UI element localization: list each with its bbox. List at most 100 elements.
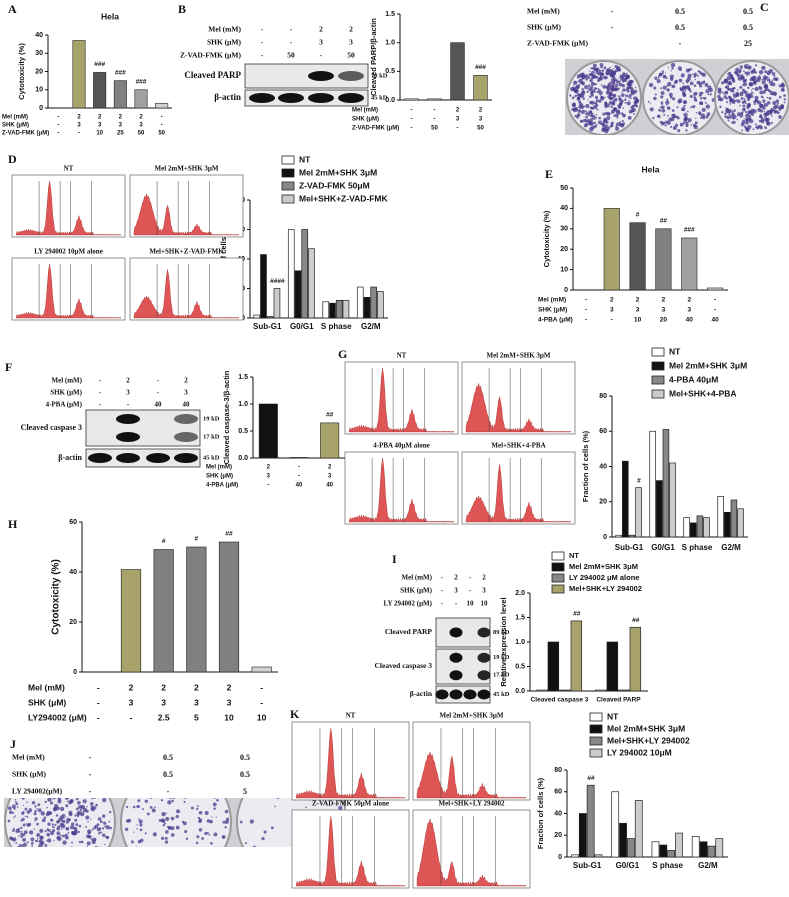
colony bbox=[605, 124, 608, 127]
blot-band bbox=[449, 652, 463, 663]
colony bbox=[683, 118, 687, 123]
colony bbox=[207, 856, 211, 860]
bar bbox=[619, 822, 627, 858]
row-cell: 3 bbox=[636, 307, 640, 314]
colony bbox=[578, 100, 582, 104]
colony bbox=[171, 799, 174, 803]
y-axis-label: Cleaved caspase-3/β-actin bbox=[222, 370, 231, 464]
colony bbox=[664, 72, 667, 74]
colony bbox=[47, 783, 50, 786]
band-label: Cleaved caspase 3 bbox=[375, 661, 433, 670]
colony bbox=[213, 849, 217, 853]
row-cell: - bbox=[89, 770, 92, 779]
colony bbox=[43, 847, 47, 851]
colony bbox=[729, 115, 733, 119]
colony bbox=[683, 104, 686, 107]
colony bbox=[80, 868, 83, 871]
colony bbox=[66, 817, 71, 823]
colony bbox=[608, 112, 611, 116]
bar bbox=[289, 457, 309, 459]
colony bbox=[198, 781, 202, 785]
band-size: 45 kD bbox=[493, 691, 510, 698]
flow-label: Mel+SHK+4-PBA bbox=[491, 442, 545, 450]
colony bbox=[747, 98, 750, 102]
colony bbox=[588, 70, 591, 72]
panel-letter: I bbox=[392, 552, 397, 566]
colony bbox=[50, 831, 55, 836]
colony bbox=[739, 68, 742, 71]
colony bbox=[731, 87, 735, 90]
y-tick-label: 0.0 bbox=[385, 97, 395, 104]
colony bbox=[611, 81, 616, 85]
bar bbox=[301, 229, 309, 319]
colony bbox=[80, 790, 83, 793]
colony bbox=[758, 119, 762, 123]
colony bbox=[203, 850, 207, 854]
colony bbox=[98, 827, 102, 830]
colony bbox=[142, 853, 146, 857]
legend-swatch bbox=[281, 181, 295, 191]
annotation: ### bbox=[684, 227, 695, 234]
colony bbox=[78, 840, 82, 844]
colony bbox=[581, 77, 584, 80]
colony bbox=[20, 849, 23, 852]
blot-band bbox=[435, 689, 449, 700]
colony bbox=[654, 76, 658, 80]
colony bbox=[775, 78, 779, 81]
annotation: # bbox=[636, 211, 640, 218]
colony bbox=[31, 778, 35, 782]
colony bbox=[671, 109, 675, 112]
colony bbox=[58, 817, 63, 822]
bar bbox=[655, 228, 672, 291]
colony bbox=[595, 99, 599, 103]
colony bbox=[722, 97, 725, 99]
bar bbox=[308, 248, 315, 319]
colony bbox=[139, 798, 141, 799]
colony bbox=[689, 68, 693, 71]
colony bbox=[57, 868, 61, 872]
row-cell: - bbox=[89, 787, 92, 796]
colony bbox=[590, 100, 595, 105]
colony bbox=[586, 90, 589, 93]
colony bbox=[590, 73, 593, 76]
colony bbox=[287, 851, 289, 853]
row-label: Z-VAD-FMK (μM) bbox=[352, 126, 399, 132]
legend-label: 4-PBA 40μM bbox=[669, 374, 718, 384]
flow-label: NT bbox=[346, 712, 356, 720]
bar bbox=[703, 517, 710, 538]
row-label: Mel (mM) bbox=[401, 574, 432, 582]
colony bbox=[701, 115, 706, 120]
colony bbox=[589, 79, 593, 83]
row-label: SHK (μM) bbox=[206, 474, 233, 480]
colony bbox=[764, 115, 767, 119]
colony bbox=[193, 848, 196, 851]
colony bbox=[13, 827, 15, 830]
colony bbox=[169, 782, 171, 784]
colony bbox=[746, 74, 748, 77]
colony bbox=[597, 79, 600, 83]
colony bbox=[616, 80, 620, 84]
colony bbox=[581, 87, 584, 91]
colony bbox=[160, 799, 164, 802]
colony bbox=[151, 808, 156, 813]
colony bbox=[668, 92, 673, 97]
colony bbox=[190, 794, 194, 798]
colony bbox=[82, 774, 85, 777]
x-tick-label: G0/G1 bbox=[651, 543, 675, 552]
colony bbox=[50, 801, 54, 805]
row-cell: 20 bbox=[660, 317, 668, 324]
bar bbox=[329, 302, 336, 319]
colony bbox=[44, 800, 48, 804]
flow-histogram bbox=[416, 818, 527, 887]
colony bbox=[760, 95, 764, 98]
colony bbox=[692, 123, 697, 128]
colony bbox=[705, 115, 709, 119]
colony bbox=[60, 769, 63, 772]
colony bbox=[690, 106, 693, 109]
panel-letter: D bbox=[8, 152, 17, 166]
colony bbox=[726, 108, 729, 111]
x-tick-label: S phase bbox=[652, 861, 683, 870]
colony bbox=[135, 846, 138, 847]
colony bbox=[589, 110, 593, 114]
colony bbox=[661, 103, 663, 106]
